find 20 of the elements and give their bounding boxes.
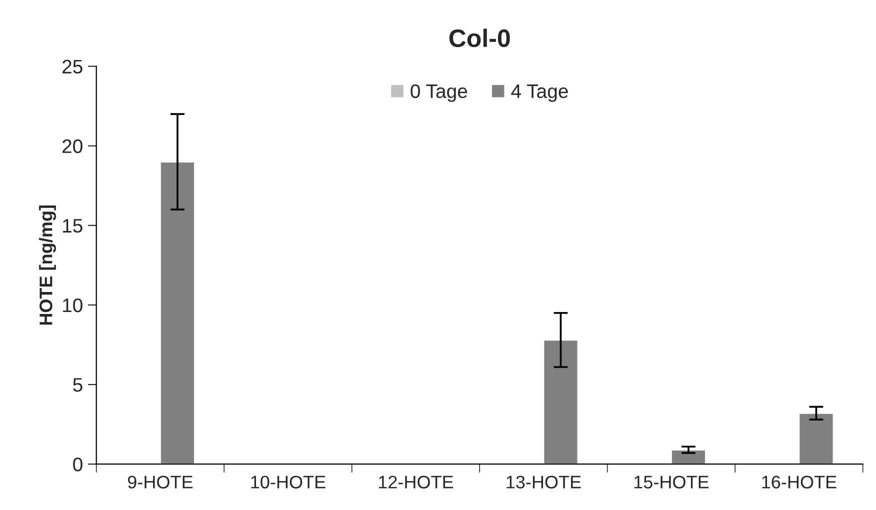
bar <box>798 412 834 464</box>
y-tick-label: 10 <box>63 298 82 312</box>
legend-label: 4 Tage <box>511 84 568 102</box>
bar <box>542 339 579 464</box>
bar <box>670 449 706 464</box>
x-tick-label: 16-HOTE <box>762 476 836 488</box>
chart-title: Col-0 <box>449 28 510 48</box>
x-tick-label: 12-HOTE <box>378 476 454 488</box>
y-tick-label: 15 <box>63 219 82 233</box>
y-axis-title: HOTE [ng/mg] <box>39 206 56 325</box>
x-tick-label: 15-HOTE <box>634 476 709 488</box>
bar <box>160 161 196 464</box>
y-tick-label: 0 <box>73 458 82 472</box>
y-tick-label: 5 <box>73 378 82 392</box>
legend-label: 0 Tage <box>410 84 468 102</box>
x-tick-label: 13-HOTE <box>506 476 581 488</box>
x-tick-label: 9-HOTE <box>128 476 193 488</box>
y-tick-label: 20 <box>62 139 82 154</box>
x-tick-label: 10-HOTE <box>251 476 326 488</box>
y-tick-label: 25 <box>62 60 82 74</box>
